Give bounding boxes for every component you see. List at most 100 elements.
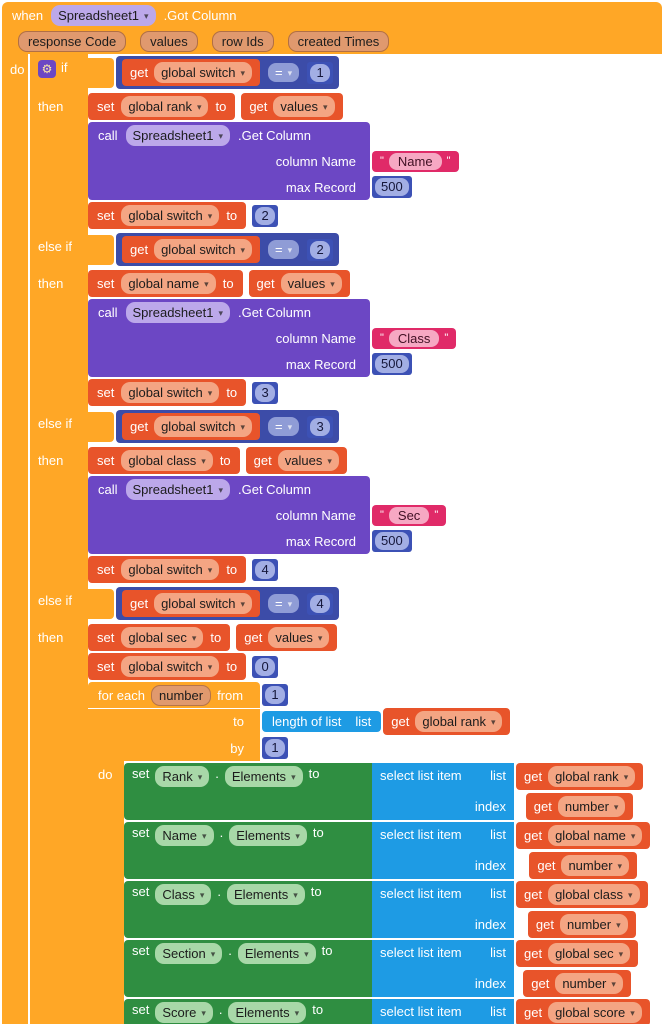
equals-logic-block[interactable]: get global switch = 1 [116, 56, 340, 89]
set-variable-block[interactable]: set global switch to [88, 202, 247, 229]
property-dropdown[interactable]: Elements [229, 825, 307, 846]
component-dropdown[interactable]: Class [155, 884, 212, 905]
number-block[interactable]: 1 [262, 737, 288, 759]
variable-dropdown[interactable]: number [561, 855, 630, 876]
variable-dropdown[interactable]: global class [121, 450, 213, 471]
call-method-block[interactable]: call Spreadsheet1 .Get Column column Nam… [88, 299, 457, 377]
component-setter-row[interactable]: set Class . Elements to select list item… [124, 881, 650, 938]
get-variable-block[interactable]: get number [525, 793, 634, 820]
number-block[interactable]: 4 [307, 592, 334, 615]
set-property-block[interactable]: set Score . Elements to [124, 999, 372, 1024]
component-dropdown[interactable]: Spreadsheet1 [125, 478, 230, 500]
text-string-block[interactable]: " Sec " [372, 504, 447, 526]
property-dropdown[interactable]: Elements [228, 1002, 307, 1023]
variable-dropdown[interactable]: global name [121, 273, 216, 294]
variable-dropdown[interactable]: global switch [154, 62, 253, 83]
variable-dropdown[interactable]: global rank [548, 766, 636, 787]
number-block[interactable]: 1 [262, 684, 288, 706]
set-variable-block[interactable]: set global sec to [88, 624, 231, 651]
operator-dropdown[interactable]: = [268, 594, 300, 613]
string-field[interactable]: Class [388, 329, 440, 347]
when-block-header[interactable]: when Spreadsheet1 .Got Column [2, 2, 662, 28]
get-variable-block[interactable]: get global class [516, 881, 648, 908]
get-variable-block[interactable]: get global switch [122, 59, 261, 86]
set-property-block[interactable]: set Rank . Elements to [124, 763, 372, 820]
string-field[interactable]: Sec [388, 506, 430, 524]
variable-dropdown[interactable]: values [280, 273, 342, 294]
component-dropdown[interactable]: Name [155, 825, 214, 846]
number-block[interactable]: 500 [372, 530, 412, 552]
get-variable-block[interactable]: get global switch [122, 413, 261, 440]
number-block[interactable]: 2 [307, 238, 334, 261]
component-dropdown[interactable]: Spreadsheet1 [125, 124, 230, 146]
get-variable-block[interactable]: get global rank [383, 708, 511, 735]
variable-dropdown[interactable]: global score [548, 1002, 642, 1023]
get-variable-block[interactable]: get global switch [122, 590, 261, 617]
get-variable-block[interactable]: get number [529, 852, 638, 879]
text-string-block[interactable]: " Class " [372, 327, 457, 349]
property-dropdown[interactable]: Elements [237, 943, 316, 964]
get-variable-block[interactable]: get values [245, 447, 347, 474]
component-dropdown[interactable]: Spreadsheet1 [125, 301, 230, 323]
set-variable-block[interactable]: set global switch to [88, 653, 247, 680]
operator-dropdown[interactable]: = [268, 240, 300, 259]
variable-dropdown[interactable]: global switch [121, 559, 220, 580]
variable-dropdown[interactable]: global switch [121, 656, 220, 677]
variable-dropdown[interactable]: global sec [121, 627, 204, 648]
property-dropdown[interactable]: Elements [224, 766, 303, 787]
get-variable-block[interactable]: get global sec [516, 940, 639, 967]
loop-variable-chip[interactable]: number [150, 684, 212, 706]
get-variable-block[interactable]: get values [241, 93, 343, 120]
set-variable-block[interactable]: set global name to [88, 270, 243, 297]
component-dropdown[interactable]: Score [155, 1002, 213, 1023]
param-chip-values[interactable]: values [140, 30, 198, 52]
call-method-block[interactable]: call Spreadsheet1 .Get Column column Nam… [88, 122, 459, 200]
equals-logic-block[interactable]: get global switch = 4 [116, 587, 340, 620]
variable-dropdown[interactable]: values [268, 627, 330, 648]
variable-dropdown[interactable]: number [560, 914, 628, 935]
set-property-block[interactable]: set Section . Elements to [124, 940, 372, 997]
operator-dropdown[interactable]: = [268, 63, 300, 82]
number-block[interactable]: 2 [252, 204, 279, 227]
equals-logic-block[interactable]: get global switch = 3 [116, 410, 340, 443]
number-block[interactable]: 0 [252, 655, 279, 678]
component-setter-row[interactable]: set Name . Elements to select list iteml… [124, 822, 651, 879]
variable-dropdown[interactable]: number [557, 796, 626, 817]
get-variable-block[interactable]: get global rank [516, 763, 644, 790]
get-variable-block[interactable]: get global switch [122, 236, 261, 263]
mutator-gear-icon[interactable]: ⚙ [38, 60, 56, 78]
variable-dropdown[interactable]: number [555, 973, 623, 994]
string-field[interactable]: Name [388, 152, 442, 170]
component-setter-row[interactable]: set Section . Elements to select list it… [124, 940, 650, 997]
set-property-block[interactable]: set Class . Elements to [124, 881, 372, 938]
get-variable-block[interactable]: get global name [516, 822, 651, 849]
component-setter-row[interactable]: set Score . Elements to select list item… [124, 999, 650, 1024]
number-block[interactable]: 4 [252, 558, 279, 581]
text-string-block[interactable]: " Name " [372, 150, 459, 172]
number-block[interactable]: 500 [372, 176, 412, 198]
variable-dropdown[interactable]: global sec [548, 943, 631, 964]
variable-dropdown[interactable]: global rank [121, 96, 209, 117]
param-chip-row-ids[interactable]: row Ids [211, 30, 274, 52]
component-dropdown[interactable]: Spreadsheet1 [51, 4, 156, 26]
set-variable-block[interactable]: set global switch to [88, 379, 247, 406]
variable-dropdown[interactable]: global switch [154, 593, 253, 614]
equals-logic-block[interactable]: get global switch = 2 [116, 233, 340, 266]
variable-dropdown[interactable]: global switch [154, 239, 253, 260]
variable-dropdown[interactable]: global rank [415, 711, 503, 732]
param-chip-created-times[interactable]: created Times [287, 30, 390, 52]
variable-dropdown[interactable]: global switch [154, 416, 253, 437]
number-block[interactable]: 500 [372, 353, 412, 375]
set-variable-block[interactable]: set global switch to [88, 556, 247, 583]
set-property-block[interactable]: set Name . Elements to [124, 822, 372, 879]
get-variable-block[interactable]: get global score [516, 999, 650, 1024]
variable-dropdown[interactable]: global name [548, 825, 643, 846]
get-variable-block[interactable]: get values [248, 270, 350, 297]
component-setter-row[interactable]: set Rank . Elements to select list iteml… [124, 763, 650, 820]
